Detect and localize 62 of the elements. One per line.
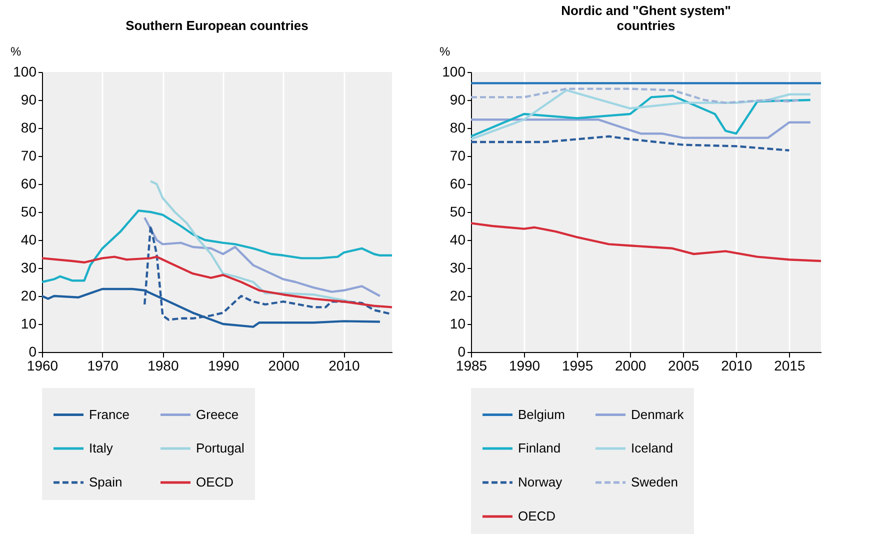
- line-series: [143, 216, 382, 298]
- y-tick-label: 30: [450, 260, 466, 276]
- y-axis-title: %: [440, 44, 450, 58]
- y-tick-label: 50: [20, 204, 37, 220]
- x-tick-label: 1970: [87, 358, 119, 374]
- legend-label: Greece: [196, 406, 239, 422]
- line-series: [470, 118, 812, 139]
- x-tick-label: 2010: [721, 358, 752, 374]
- line-series: [470, 88, 801, 104]
- line-series: [470, 89, 812, 140]
- y-tick-label: 0: [458, 344, 466, 360]
- x-tick-label: 1980: [148, 358, 179, 374]
- x-tick-label: 1995: [562, 358, 594, 374]
- line-series: [40, 256, 394, 308]
- x-tick-label: 1960: [26, 358, 58, 374]
- legend-label: Belgium: [518, 406, 565, 422]
- legend-label: Norway: [518, 474, 563, 490]
- legend-label: Sweden: [631, 474, 678, 490]
- legend-label: Portugal: [196, 440, 245, 456]
- line-series: [40, 210, 394, 284]
- x-tick-label: 2000: [268, 358, 300, 374]
- legend-label: Denmark: [631, 406, 684, 422]
- line-series: [470, 222, 822, 262]
- legend-label: OECD: [518, 508, 556, 524]
- y-tick-label: 40: [20, 232, 37, 248]
- x-tick-label: 2000: [615, 358, 646, 374]
- y-tick-label: 100: [13, 64, 37, 80]
- y-axis-title: %: [10, 44, 22, 58]
- y-tick-label: 10: [20, 316, 37, 332]
- chart-title: Southern European countries: [126, 18, 308, 33]
- y-tick-label: 60: [20, 176, 37, 192]
- x-tick-label: 2010: [328, 358, 360, 374]
- line-series: [470, 135, 790, 152]
- legend-label: France: [89, 406, 130, 422]
- legend-label: OECD: [196, 474, 234, 490]
- y-tick-label: 90: [450, 92, 466, 108]
- y-tick-label: 10: [450, 316, 466, 332]
- y-tick-label: 60: [450, 176, 466, 192]
- legend-label: Italy: [89, 440, 114, 456]
- y-tick-label: 40: [450, 232, 466, 248]
- y-tick-label: 20: [20, 288, 37, 304]
- x-tick-label: 1985: [456, 358, 488, 374]
- chart-title: Nordic and "Ghent system" countries: [561, 3, 731, 33]
- legend-label: Iceland: [631, 440, 673, 456]
- y-tick-label: 70: [20, 148, 37, 164]
- y-tick-label: 30: [20, 260, 37, 276]
- y-tick-label: 70: [450, 148, 466, 164]
- x-tick-label: 2015: [774, 358, 806, 374]
- x-tick-label: 2005: [668, 358, 700, 374]
- legend-label: Finland: [518, 440, 561, 456]
- y-tick-label: 0: [28, 344, 37, 360]
- x-tick-label: 1990: [208, 358, 240, 374]
- legend-label: Spain: [89, 474, 122, 490]
- line-series: [150, 180, 382, 308]
- line-series: [470, 94, 812, 138]
- x-tick-label: 1990: [508, 358, 540, 374]
- y-tick-label: 80: [20, 120, 37, 136]
- y-tick-label: 20: [450, 288, 466, 304]
- y-tick-label: 100: [442, 64, 466, 80]
- y-tick-label: 80: [450, 120, 466, 136]
- y-tick-label: 90: [20, 92, 37, 108]
- y-tick-label: 50: [450, 204, 466, 220]
